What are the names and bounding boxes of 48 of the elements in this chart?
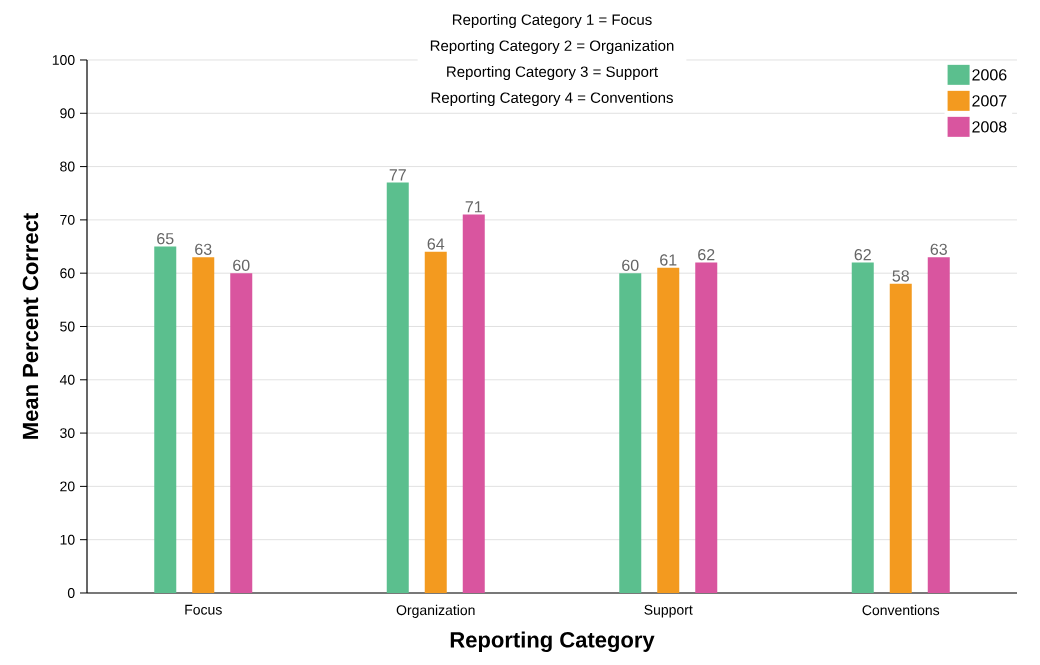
y-tick-label: 40	[59, 374, 75, 385]
annotation: Reporting Category 4 = Conventions	[431, 91, 673, 106]
bar	[154, 246, 177, 593]
annotation: Reporting Category 3 = Support	[447, 65, 658, 80]
data-label: 62	[854, 249, 871, 261]
legend-label: 2007	[972, 95, 1007, 107]
text: Reporting Category 1 = Focus	[452, 13, 652, 28]
data-label: 60	[233, 259, 250, 271]
data-label: 71	[465, 201, 482, 213]
y-tick-label: 70	[60, 214, 75, 225]
bar	[230, 273, 253, 593]
x-tick-label: Support	[644, 604, 693, 618]
y-tick-label: 50	[60, 321, 75, 332]
y-tick-label: 20	[60, 481, 75, 492]
legend-label: 2006	[972, 69, 1007, 81]
y-tick-label: 100	[52, 55, 75, 65]
bar	[927, 257, 950, 593]
bar	[851, 262, 874, 593]
bar	[695, 262, 718, 593]
y-tick-label: 90	[60, 108, 75, 119]
text: Reporting Category 2 = Organization	[430, 39, 674, 54]
data-label: 64	[427, 238, 445, 250]
y-tick-label: 60	[60, 268, 75, 279]
bar	[889, 283, 912, 593]
data-label: 62	[698, 249, 715, 261]
y-tick-label: 10	[60, 534, 75, 545]
bar	[424, 251, 447, 593]
x-axis-title: Reporting Category	[450, 631, 655, 653]
y-tick-label: 0	[67, 588, 75, 598]
y-tick-label: 30	[60, 428, 75, 439]
y-axis-title: Mean Percent Correct	[22, 213, 39, 439]
bar	[657, 267, 680, 593]
bar	[386, 182, 409, 593]
data-label: 63	[195, 243, 212, 255]
legend-label: 2008	[972, 121, 1007, 133]
data-label: 60	[622, 259, 639, 271]
data-label: 58	[892, 270, 909, 282]
bar	[192, 257, 215, 593]
data-label: 65	[157, 233, 174, 245]
x-tick-label: Focus	[185, 604, 222, 615]
data-label: 61	[660, 254, 677, 266]
x-tick-label: Organization	[396, 604, 475, 618]
y-tick-label: 80	[60, 161, 75, 172]
data-label: 63	[930, 243, 947, 255]
x-tick-label: Conventions	[862, 604, 940, 616]
bar	[462, 214, 485, 593]
bar	[619, 273, 642, 593]
data-label: 77	[389, 169, 406, 181]
